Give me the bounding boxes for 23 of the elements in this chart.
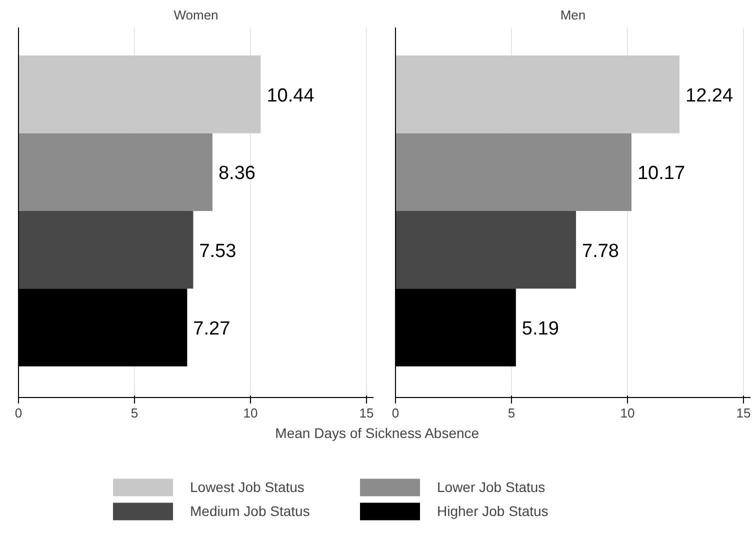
x-tick-label: 5 bbox=[130, 406, 138, 420]
data-label: 10.17 bbox=[637, 163, 686, 184]
legend-label: Higher Job Status bbox=[437, 503, 550, 519]
data-label: 8.36 bbox=[218, 163, 256, 184]
x-tick-label: 15 bbox=[736, 406, 751, 420]
chart-title: Women bbox=[174, 8, 218, 22]
legend-label: Lowest Job Status bbox=[190, 479, 306, 495]
legend-label: Medium Job Status bbox=[190, 503, 311, 519]
data-label: 5.19 bbox=[522, 318, 559, 340]
x-tick-label: 0 bbox=[14, 406, 22, 420]
data-label: 7.27 bbox=[193, 318, 230, 340]
data-label: 7.53 bbox=[199, 240, 236, 262]
x-tick-label: 10 bbox=[620, 406, 635, 420]
x-tick-label: 15 bbox=[359, 406, 374, 420]
x-tick-label: 5 bbox=[508, 406, 516, 420]
data-label: 12.24 bbox=[686, 85, 734, 106]
x-tick-label: 0 bbox=[392, 406, 400, 420]
data-label: 10.44 bbox=[266, 85, 315, 106]
x-tick-label: 10 bbox=[243, 406, 258, 420]
legend-label: Lower Job Status bbox=[437, 479, 546, 495]
data-label: 7.78 bbox=[582, 240, 619, 262]
x-axis-title: Mean Days of Sickness Absence bbox=[275, 424, 480, 441]
chart-title: Men bbox=[560, 8, 586, 22]
